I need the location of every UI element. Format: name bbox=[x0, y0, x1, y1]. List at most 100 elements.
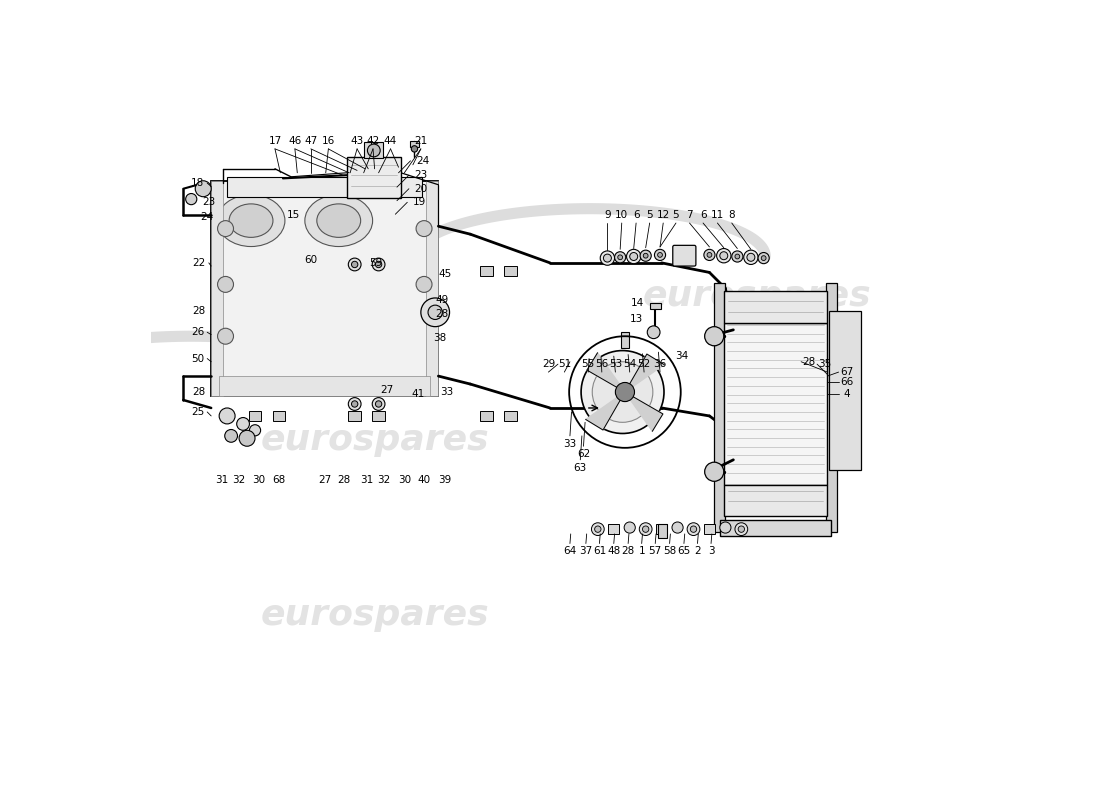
Text: 19: 19 bbox=[412, 198, 426, 207]
Text: 6: 6 bbox=[632, 210, 639, 220]
Ellipse shape bbox=[217, 194, 285, 246]
Circle shape bbox=[658, 253, 662, 258]
Circle shape bbox=[595, 526, 601, 532]
Text: 37: 37 bbox=[580, 546, 593, 557]
Text: 51: 51 bbox=[558, 359, 571, 369]
FancyBboxPatch shape bbox=[673, 246, 696, 266]
Ellipse shape bbox=[317, 204, 361, 238]
Bar bbox=[346, 157, 400, 198]
Text: 28: 28 bbox=[621, 546, 635, 557]
Bar bbox=[227, 177, 422, 197]
Text: 59: 59 bbox=[370, 258, 383, 268]
Circle shape bbox=[705, 462, 724, 482]
Circle shape bbox=[639, 522, 652, 535]
Text: 6: 6 bbox=[700, 210, 706, 220]
Bar bbox=[372, 411, 385, 421]
Text: 30: 30 bbox=[398, 474, 411, 485]
Text: 28: 28 bbox=[803, 357, 816, 366]
Circle shape bbox=[735, 254, 739, 259]
Text: 52: 52 bbox=[637, 359, 651, 369]
Text: 38: 38 bbox=[433, 333, 447, 343]
Circle shape bbox=[372, 258, 385, 271]
Circle shape bbox=[236, 418, 250, 430]
Text: 57: 57 bbox=[649, 546, 662, 557]
Bar bbox=[829, 310, 861, 470]
Circle shape bbox=[640, 250, 651, 262]
Text: 62: 62 bbox=[576, 450, 590, 459]
Circle shape bbox=[218, 328, 233, 344]
Text: eurospares: eurospares bbox=[261, 598, 488, 632]
Text: 28: 28 bbox=[338, 474, 351, 485]
Text: 65: 65 bbox=[678, 546, 691, 557]
Bar bbox=[480, 411, 493, 421]
Bar bbox=[427, 181, 439, 396]
Text: 35: 35 bbox=[818, 359, 832, 369]
Circle shape bbox=[691, 526, 696, 532]
Circle shape bbox=[719, 522, 732, 533]
Bar bbox=[826, 283, 837, 532]
Text: 24: 24 bbox=[416, 156, 429, 166]
Text: 1: 1 bbox=[638, 546, 645, 557]
Text: eurospares: eurospares bbox=[261, 423, 488, 457]
Circle shape bbox=[644, 254, 648, 258]
Text: eurospares: eurospares bbox=[644, 279, 871, 314]
Bar bbox=[704, 524, 715, 534]
Bar bbox=[658, 523, 668, 538]
Circle shape bbox=[738, 526, 745, 532]
Circle shape bbox=[352, 262, 358, 268]
Circle shape bbox=[428, 305, 442, 319]
Circle shape bbox=[744, 250, 758, 265]
Text: 16: 16 bbox=[321, 136, 336, 146]
Text: 46: 46 bbox=[288, 136, 301, 146]
Circle shape bbox=[375, 262, 382, 268]
Ellipse shape bbox=[229, 204, 273, 238]
Circle shape bbox=[758, 253, 769, 264]
Text: 13: 13 bbox=[629, 314, 642, 324]
Bar bbox=[211, 181, 439, 396]
Text: 55: 55 bbox=[582, 359, 595, 369]
Text: 25: 25 bbox=[191, 407, 205, 417]
Text: 26: 26 bbox=[191, 327, 205, 338]
Ellipse shape bbox=[305, 194, 373, 246]
Circle shape bbox=[747, 254, 755, 262]
Bar bbox=[608, 524, 619, 534]
Text: 48: 48 bbox=[607, 546, 620, 557]
Circle shape bbox=[688, 522, 700, 535]
Text: 2: 2 bbox=[694, 546, 701, 557]
Text: 8: 8 bbox=[728, 210, 735, 220]
Circle shape bbox=[629, 253, 638, 261]
Polygon shape bbox=[586, 392, 625, 430]
Text: 50: 50 bbox=[191, 354, 205, 363]
Text: 20: 20 bbox=[415, 184, 428, 194]
Text: 5: 5 bbox=[672, 210, 680, 220]
Text: 39: 39 bbox=[438, 474, 451, 485]
Text: 24: 24 bbox=[200, 212, 213, 222]
Text: 21: 21 bbox=[415, 136, 428, 146]
Bar bbox=[504, 411, 517, 421]
Text: 30: 30 bbox=[253, 474, 265, 485]
Text: 15: 15 bbox=[287, 210, 300, 220]
Text: 34: 34 bbox=[675, 351, 689, 361]
Circle shape bbox=[195, 181, 211, 197]
Circle shape bbox=[654, 250, 666, 261]
Circle shape bbox=[627, 250, 641, 264]
Text: 3: 3 bbox=[707, 546, 714, 557]
Text: 29: 29 bbox=[542, 359, 556, 369]
Text: 18: 18 bbox=[191, 178, 205, 188]
Circle shape bbox=[352, 401, 358, 407]
Circle shape bbox=[592, 522, 604, 535]
Text: 43: 43 bbox=[351, 136, 364, 146]
Bar bbox=[349, 411, 361, 421]
Circle shape bbox=[219, 408, 235, 424]
Circle shape bbox=[719, 252, 728, 260]
Circle shape bbox=[647, 326, 660, 338]
Polygon shape bbox=[625, 392, 663, 431]
Circle shape bbox=[224, 430, 238, 442]
Text: 44: 44 bbox=[384, 136, 397, 146]
Polygon shape bbox=[625, 354, 664, 392]
Text: 4: 4 bbox=[844, 389, 850, 398]
Circle shape bbox=[421, 298, 450, 326]
Text: 45: 45 bbox=[438, 269, 451, 279]
Circle shape bbox=[218, 277, 233, 292]
Text: 32: 32 bbox=[232, 474, 245, 485]
